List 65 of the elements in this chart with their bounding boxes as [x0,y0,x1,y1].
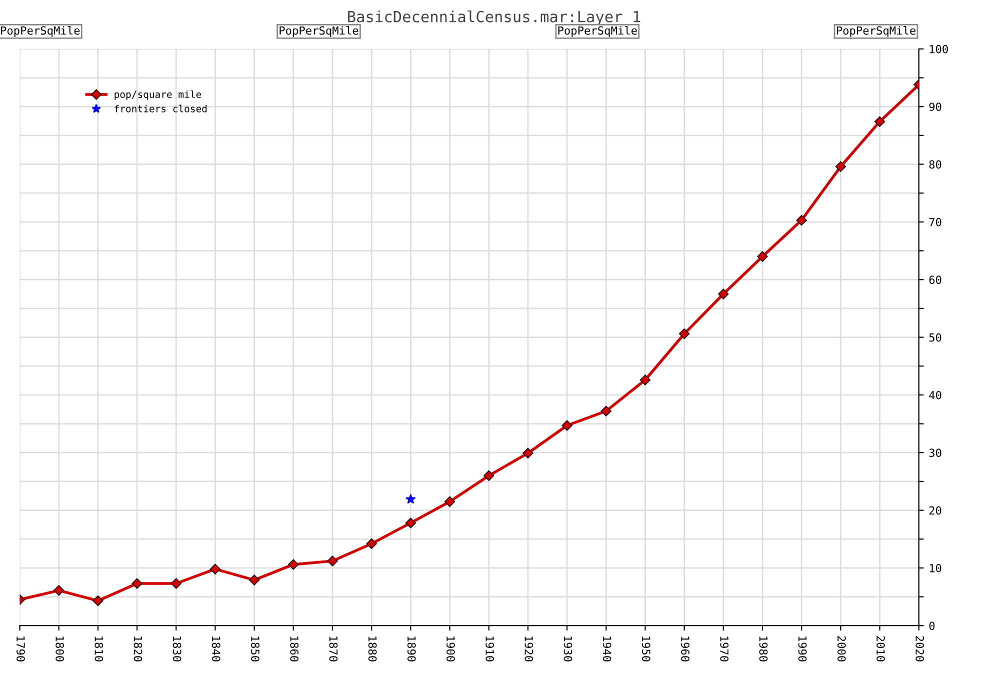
y-tick-label: 50 [929,333,942,342]
y-tick-label: 10 [930,564,942,572]
x-tick-label: 1880 [368,636,377,662]
x-tick-label: 1960 [681,636,690,662]
legend-label: frontiers closed [114,104,207,112]
point [835,161,846,172]
y-tick-label: 90 [929,102,942,112]
x-tick-label: 1820 [134,636,142,662]
x-tick-label: 2000 [837,636,846,662]
y-tick-label: 80 [929,160,942,169]
chart-title: BasicDecennialCensus.mar:Layer 1 [348,10,640,26]
x-tick-label: 1860 [290,636,299,662]
x-tick-label: 1950 [642,636,650,662]
x-tick-label: 1800 [56,636,64,662]
text: PopPerSqMile [836,26,916,37]
point [210,564,221,574]
point [640,374,651,386]
y-tick-label: 20 [929,506,942,515]
point [757,251,768,262]
point [366,538,377,550]
y-tick-label: 100 [930,44,948,54]
point [522,448,534,459]
legend-label: pop/square mile [114,90,202,100]
point [562,420,572,431]
y-tick-label: 70 [929,218,942,226]
point [327,556,338,566]
point [406,494,416,504]
x-tick-label: 1910 [486,636,494,662]
point [54,585,64,596]
point [444,496,456,507]
text: PopPerSqMile [558,26,637,37]
point [405,518,416,528]
point [132,578,142,589]
x-tick-label: 1900 [446,636,455,662]
x-tick-label: 1840 [212,636,220,662]
x-tick-label: 1990 [798,636,807,662]
point [248,574,260,586]
point [170,578,182,589]
point [484,470,494,481]
x-tick-label: 2010 [876,636,885,662]
x-tick-label: 1890 [407,636,416,662]
point [600,406,612,416]
point [718,288,729,300]
x-tick-label: 1930 [564,636,572,662]
x-tick-label: 1970 [720,636,729,662]
text: PopPerSqMile [1,26,80,37]
point [796,214,807,226]
x-tick-label: 1790 [16,636,25,662]
point [678,328,690,340]
x-tick-label: 1940 [602,636,612,662]
text: PopPerSqMile [280,26,358,37]
point [92,595,104,606]
x-tick-label: 1920 [524,636,534,662]
y-tick-label: 60 [929,276,942,284]
y-tick-label: 40 [929,390,942,400]
x-tick-label: 1980 [759,636,768,662]
y-tick-label: 0 [929,622,935,630]
x-tick-label: 1850 [251,636,260,662]
y-tick-label: 30 [929,448,942,458]
x-tick-label: 1830 [172,636,182,662]
point [874,116,886,127]
x-tick-label: 2020 [916,636,924,662]
x-tick-label: 1870 [329,636,338,662]
point [288,559,299,570]
x-tick-label: 1810 [94,636,104,662]
